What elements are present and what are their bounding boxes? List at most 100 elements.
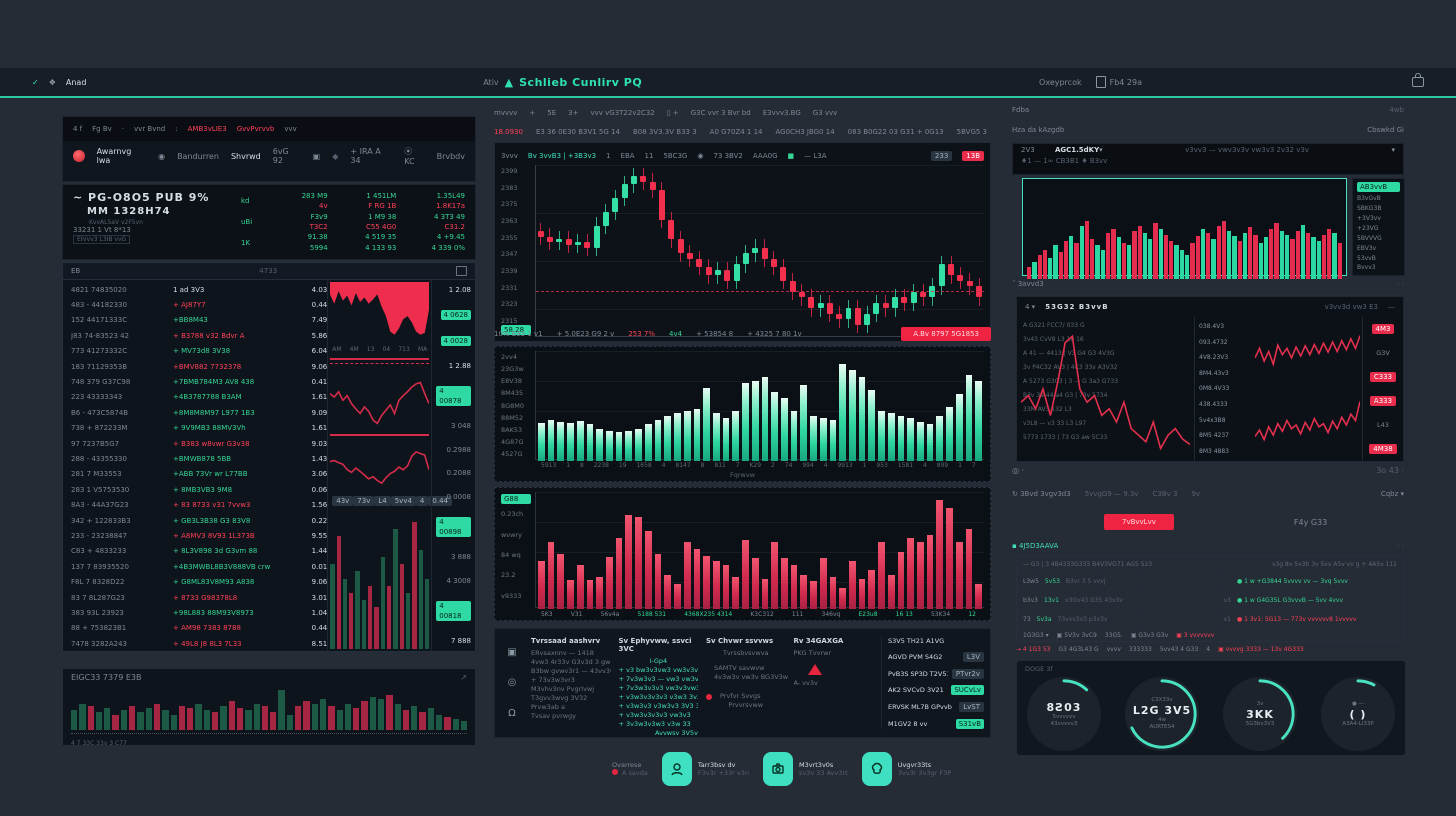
toolbar-item[interactable]: vvv vG3T22v2C32 [590,109,655,117]
divider-label[interactable]: ˇ 3avvd3 [1012,280,1044,288]
panel-badge[interactable]: 4M38 [1369,443,1397,454]
toolbar-kc[interactable]: ⦿ KC [404,147,415,166]
table-row[interactable]: 383 93L 23923 +98L883 88M93V8973 1.04 [71,605,327,620]
toolbar-item[interactable]: E3vvv3.BG [762,109,801,117]
header-doc-label[interactable]: Fb4 29a [1109,77,1142,87]
mouse-icon[interactable]: ◎ [507,677,517,689]
scale-item[interactable]: Bvvv3 [1357,264,1376,272]
status-row[interactable]: PvB3S SP3D T2V51 PTvr2v [888,668,984,679]
gauge-2[interactable]: C3X33v L2G 3V5 4w AURTES4 [1123,675,1201,753]
toolbar-item[interactable]: · [121,125,125,133]
table-row[interactable]: B6 - 473C5874B +8M8M8M97 L977 1B3 9.09 [71,405,327,420]
scale-item[interactable]: AB3vvB [1357,182,1400,193]
scale-item[interactable]: 5BVVVG [1357,234,1382,242]
panel-badge[interactable]: C333 [1369,371,1397,382]
spike-chart-box[interactable] [1022,178,1347,279]
divider-dots[interactable]: · · [1397,280,1404,288]
camera-icon[interactable] [763,752,793,786]
scale-item[interactable]: EBV3v [1357,244,1377,252]
footer-chip-2[interactable]: M3vrt3v0s sv3v 33 Avv3rt [763,752,848,786]
table-control[interactable]: 33G5. [1104,631,1123,639]
alarm-label[interactable]: Awarnvg lwa [96,147,132,165]
nav-home[interactable]: Anad [65,77,87,87]
chart-tag-red[interactable]: 13B [962,151,984,161]
toolbar-item[interactable]: mvvvv [494,109,518,117]
window-icon[interactable] [456,266,467,276]
status-row[interactable]: M1GV2 8 vv S31vB [888,718,984,729]
table-row[interactable]: C83 + 4833233 + 8L3V898 3d G3vm 88 1.44 [71,544,327,559]
panel-badge[interactable]: G3V [1376,348,1390,357]
scale-item[interactable]: SBKG3B [1357,205,1382,213]
table-row[interactable]: 4821 74835020 1 ad 3V3 4.03 [71,282,327,297]
toolbar-item[interactable]: ▯ + [666,109,679,117]
globe-small-icon[interactable]: ◎ · [1012,466,1025,475]
chip[interactable]: 43v [332,496,354,506]
chip[interactable]: 73v [353,496,375,506]
panel-badge[interactable]: A333 [1369,396,1397,407]
chevron-down-icon-2[interactable]: ▾ [1391,146,1395,154]
table-row[interactable]: 342 + 122833B3 + GB3L3B38 G3 83V8 0.22 [71,513,327,528]
gauge-3[interactable]: 3v 3KK 5G3bv3V3 [1221,675,1299,753]
toolbar-item[interactable]: 5E [547,109,557,117]
gauge-1[interactable]: 8Ƨ03 5vvvvvv 43vvvvv3 [1025,675,1103,753]
table-row[interactable]: 97 7237B5G7 + B383 w8vwr G3v38 9.03 [71,436,327,451]
panel-badge[interactable]: L43 [1377,420,1389,429]
green-bar-chart[interactable] [535,351,984,461]
toolbar-item[interactable]: 3+ [568,109,579,117]
toolbar-item[interactable]: vvv [284,125,297,133]
table-row[interactable]: 137 7 83935520 +4B3MWBL8B3V888VB crw 0.0… [71,559,327,574]
status-row[interactable]: AK2 SVCvD 3V21 SUCvLv [888,685,984,696]
legend-item[interactable]: 5BC3G [663,152,688,160]
scale-item[interactable]: +3V3vv [1357,215,1381,223]
status-row[interactable]: S3V5 TH21 A1VG [888,637,984,645]
status-pill[interactable]: LvST [959,702,984,713]
header-user[interactable]: Oxeyprcok [1039,77,1082,87]
status-pill[interactable]: S31vB [955,718,984,729]
brain-icon[interactable] [861,752,892,786]
orders-header-left[interactable]: EB [71,267,81,275]
panel-minimize[interactable]: — [1388,303,1395,311]
legend-symbol[interactable]: Bv 3vvB3 | +3B3v3 [527,152,597,160]
gauge-4[interactable]: ● — ( ) A3A4-LI33P [1319,675,1397,753]
table-row[interactable]: 83 7 8L287G23 + 8733 G98378L8 3.01 [71,590,327,605]
table-row[interactable]: 7478 3282A243 + 49L8 J8 8L3 7L33 8.51 [71,636,327,651]
card-link[interactable]: I-Gp4 [649,657,668,665]
status-row[interactable]: ERVSK ML7B GPvvb LvST [888,702,984,713]
target-icon[interactable]: ◉ [697,152,704,160]
table-row[interactable]: 223 43333343 +4B3787788 B3AM 1.61 [71,390,327,405]
status-row[interactable]: AGVD PVM S4G2 L3V [888,651,984,662]
toolbar-brake[interactable]: Brvbdv [436,151,465,161]
instrument-selector[interactable]: 2V3 AGC1.5dKY ▾ v3vv3 — vwv3v3v vw3v3 2v… [1012,143,1404,175]
toolbar-item[interactable]: G3C vvr 3 Bvr bd [690,109,751,117]
table-control[interactable]: 1G3G3 ▾ [1023,631,1049,639]
chip[interactable]: L4 [374,496,391,506]
legend-item[interactable]: EBA [620,152,635,160]
table-row[interactable]: 773 41273332C + MV73d8 3V38 6.04 [71,344,327,359]
table-row[interactable]: 73 5v3a 73vvv3v3 p3v3v v1 ● 1 3v1: 5G13 … [1017,609,1403,629]
calendar-icon[interactable]: ▣ [507,646,517,658]
alarm-icon[interactable] [73,150,85,162]
table-row[interactable]: 283 1 V5753530 + 8MB3VB3 9M8 0.06 [71,482,327,497]
table-row[interactable]: 288 - 43355330 +BMWB878 5BB 1.43 [71,451,327,466]
scale-item[interactable]: +23VG [1357,224,1379,232]
table-row[interactable]: L3w5 5v53 B3vr 3 5 vvvj ● 1 w +G3844 5vv… [1017,571,1403,590]
document-icon[interactable] [1095,76,1106,88]
toolbar-item[interactable]: vvr Bvnd [134,125,166,133]
legend-item[interactable]: 3vvv [501,152,518,160]
footer-chip-3[interactable]: Uvgvr33ts 3vv3r 3v3gr F3P [861,752,951,786]
footer-chip-1[interactable]: Tarr3bsv dv F3v3r +33r v3n [661,752,749,786]
status-pill[interactable]: PTvr2v [951,668,984,679]
diamond-icon[interactable]: ◆ [332,151,339,161]
toolbar-band[interactable]: Bandurren [177,151,219,161]
status-pill[interactable]: SUCvLv [951,685,984,696]
chip[interactable]: 4 [415,496,429,506]
sell-button[interactable]: A.Bv 8797 5G1853 [901,327,991,341]
table-row[interactable]: 483 - 44182330 + AJ87Y7 0.44 [71,297,327,312]
card-footer-link[interactable]: Avvwsv 3V5v [655,729,698,737]
chevron-down-icon[interactable]: ▾ [1099,146,1103,154]
toolbar-ira[interactable]: + IRA A 34 [350,147,381,165]
table-row[interactable]: 738 + 872233M + 9V9MB3 88MV3Vh 1.61 [71,421,327,436]
chip[interactable]: 0.44 [428,496,452,506]
assistant-icon[interactable] [661,752,692,786]
table-row[interactable]: 233 - 23238847 + A8MV3 8V93 1L373B 9.55 [71,528,327,543]
